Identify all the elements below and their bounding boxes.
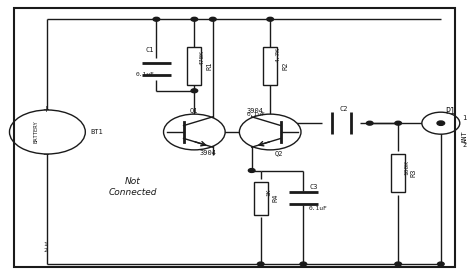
Text: C1: C1	[146, 46, 154, 53]
Ellipse shape	[257, 262, 264, 266]
Text: ANT: ANT	[462, 131, 467, 143]
Ellipse shape	[248, 169, 255, 172]
Text: −: −	[43, 150, 49, 159]
Ellipse shape	[300, 262, 307, 266]
Text: 0.1uF: 0.1uF	[135, 72, 154, 77]
Ellipse shape	[239, 114, 301, 150]
Text: 0.1uF: 0.1uF	[309, 207, 328, 211]
Text: P1: P1	[446, 107, 456, 116]
Text: 1
2: 1 2	[43, 242, 47, 253]
Ellipse shape	[422, 112, 460, 134]
Ellipse shape	[164, 114, 225, 150]
Text: 2: 2	[462, 142, 466, 148]
Text: 0.1uF: 0.1uF	[247, 112, 266, 117]
Text: +: +	[43, 105, 49, 114]
Text: BATTERY: BATTERY	[33, 121, 38, 143]
Text: BT1: BT1	[90, 129, 103, 135]
Text: R1: R1	[206, 62, 212, 70]
Text: 100K: 100K	[404, 160, 409, 175]
Ellipse shape	[438, 262, 444, 266]
Ellipse shape	[191, 17, 198, 21]
Bar	[187, 47, 201, 85]
Bar	[254, 182, 268, 214]
Text: 3904: 3904	[246, 108, 264, 114]
Ellipse shape	[9, 110, 85, 154]
Text: 3904: 3904	[199, 150, 216, 156]
Text: 1K: 1K	[266, 189, 272, 196]
Ellipse shape	[153, 17, 160, 21]
Text: 4.7K: 4.7K	[276, 48, 281, 62]
Ellipse shape	[210, 17, 216, 21]
Bar	[263, 47, 277, 85]
Text: C2: C2	[339, 106, 348, 112]
Text: 1: 1	[462, 115, 466, 121]
Text: Q1: Q1	[190, 108, 198, 114]
Ellipse shape	[366, 121, 373, 125]
Ellipse shape	[191, 89, 198, 93]
Text: R3: R3	[410, 169, 416, 177]
Text: R2: R2	[282, 62, 288, 70]
Ellipse shape	[395, 121, 401, 125]
Text: 470K: 470K	[200, 50, 205, 65]
Text: Not
Connected: Not Connected	[109, 177, 157, 197]
Ellipse shape	[395, 262, 401, 266]
Text: C3: C3	[309, 184, 318, 190]
Text: R4: R4	[273, 194, 279, 202]
Text: Q2: Q2	[275, 150, 283, 156]
Bar	[391, 154, 405, 192]
Ellipse shape	[437, 121, 445, 125]
Ellipse shape	[267, 17, 273, 21]
